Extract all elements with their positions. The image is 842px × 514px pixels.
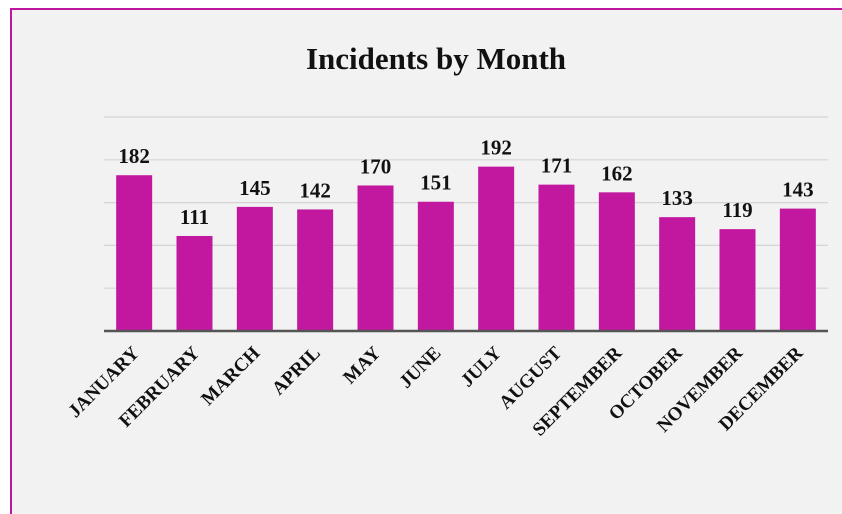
data-label: 119 [722,198,752,222]
bar [176,235,213,331]
bar [297,209,334,331]
bar [659,217,696,331]
data-label: 142 [299,178,331,202]
bar [719,229,756,331]
bar [357,185,394,331]
data-label: 182 [118,144,150,168]
bar [236,206,273,331]
data-label: 145 [239,176,271,200]
bar [116,175,153,331]
data-label: 171 [541,154,573,178]
data-label: 133 [661,186,693,210]
bar [417,201,454,331]
bar [538,184,575,331]
bar [598,192,635,331]
data-label: 162 [601,161,633,185]
chart-title: Incidents by Month [306,41,566,76]
data-label: 170 [360,154,392,178]
bar [779,208,816,331]
bar [478,166,515,331]
data-label: 151 [420,171,452,195]
data-label: 143 [782,178,814,202]
data-label: 192 [480,136,512,160]
data-label: 111 [180,205,209,229]
